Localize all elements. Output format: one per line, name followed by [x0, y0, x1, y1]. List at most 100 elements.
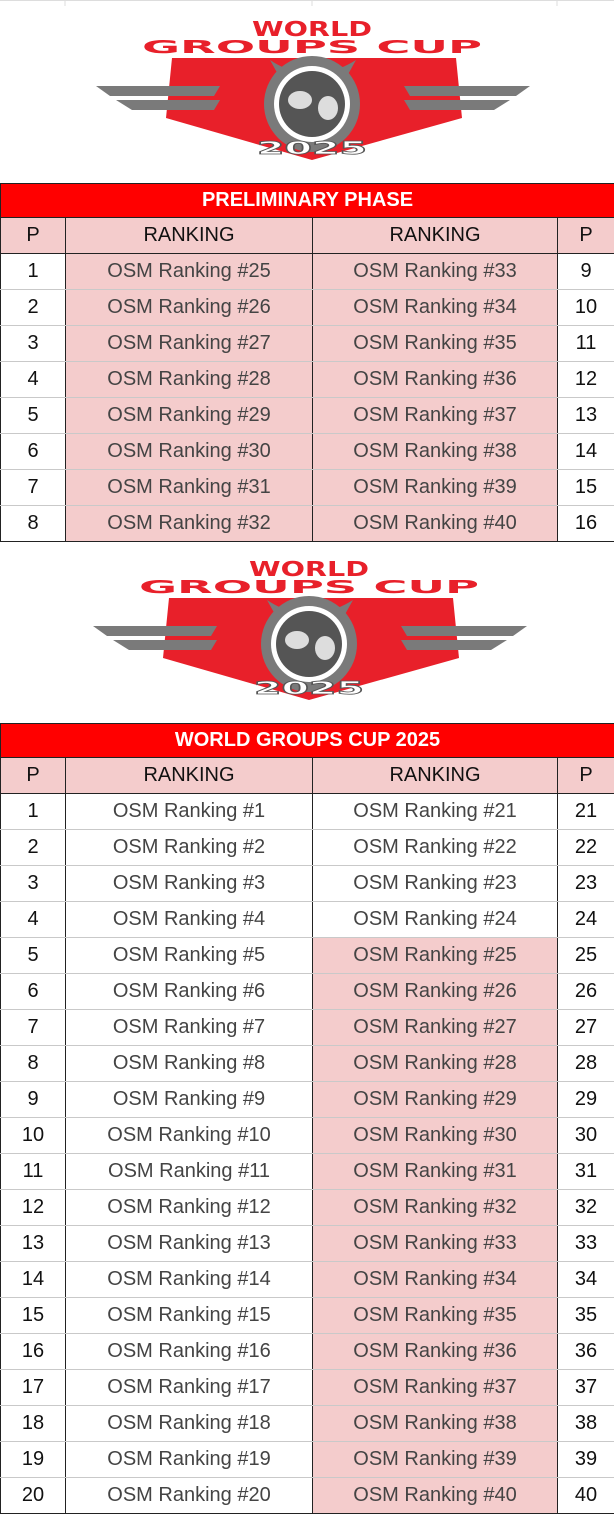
ranking-cell: OSM Ranking #25 — [312, 937, 558, 974]
position-cell: 3 — [0, 325, 66, 362]
position-cell: 32 — [557, 1189, 614, 1226]
position-cell: 16 — [556, 505, 614, 542]
table-row: 10 OSM Ranking #10 OSM Ranking #30 30 — [0, 1117, 614, 1154]
ranking-cell: OSM Ranking #16 — [65, 1333, 313, 1370]
position-cell: 26 — [557, 973, 614, 1010]
ranking-cell: OSM Ranking #34 — [312, 1261, 558, 1298]
table-title: PRELIMINARY PHASE — [0, 183, 614, 218]
ranking-cell: OSM Ranking #38 — [312, 1405, 558, 1442]
header-cell: RANKING — [65, 217, 313, 254]
position-cell: 29 — [557, 1081, 614, 1118]
ranking-cell: OSM Ranking #32 — [312, 1189, 558, 1226]
ranking-cell: OSM Ranking #3 — [65, 865, 313, 902]
ranking-cell: OSM Ranking #28 — [312, 1045, 558, 1082]
ranking-cell: OSM Ranking #26 — [65, 289, 313, 326]
table-row: 17 OSM Ranking #17 OSM Ranking #37 37 — [0, 1369, 614, 1406]
position-cell: 2 — [0, 829, 66, 866]
ranking-cell: OSM Ranking #18 — [65, 1405, 313, 1442]
position-cell: 23 — [557, 865, 614, 902]
ranking-cell: OSM Ranking #13 — [65, 1225, 313, 1262]
header-cell: RANKING — [65, 757, 313, 794]
ranking-cell: OSM Ranking #20 — [65, 1477, 313, 1514]
position-cell: 9 — [0, 1081, 66, 1118]
logo-top: WORLD — [249, 557, 369, 581]
ranking-cell: OSM Ranking #6 — [65, 973, 313, 1010]
position-cell: 7 — [0, 1009, 66, 1046]
position-cell: 4 — [0, 901, 66, 938]
logo-year: 2025 — [257, 138, 367, 159]
header-cell: RANKING — [312, 757, 558, 794]
position-cell: 14 — [0, 1261, 66, 1298]
header-cell: RANKING — [312, 217, 558, 254]
position-cell: 7 — [0, 469, 66, 506]
position-cell: 5 — [0, 937, 66, 974]
position-cell: 10 — [0, 1117, 66, 1154]
ranking-cell: OSM Ranking #30 — [65, 433, 313, 470]
ranking-cell: OSM Ranking #39 — [312, 469, 558, 506]
position-cell: 21 — [557, 793, 614, 830]
table-row: 12 OSM Ranking #12 OSM Ranking #32 32 — [0, 1189, 614, 1226]
position-cell: 6 — [0, 973, 66, 1010]
ranking-cell: OSM Ranking #21 — [312, 793, 558, 830]
position-cell: 40 — [557, 1477, 614, 1514]
position-cell: 4 — [0, 361, 66, 398]
ranking-cell: OSM Ranking #33 — [312, 1225, 558, 1262]
position-cell: 9 — [556, 253, 614, 290]
title-row: PRELIMINARY PHASE — [0, 183, 614, 218]
ranking-cell: OSM Ranking #17 — [65, 1369, 313, 1406]
position-cell: 13 — [0, 1225, 66, 1262]
logo: WORLD GROUPS CUP 2025 — [0, 0, 614, 160]
table-row: 15 OSM Ranking #15 OSM Ranking #35 35 — [0, 1297, 614, 1334]
ranking-cell: OSM Ranking #40 — [312, 505, 558, 542]
table-row: 3 OSM Ranking #3 OSM Ranking #23 23 — [0, 865, 614, 902]
header-cell: P — [557, 757, 614, 794]
table-container: WORLD GROUPS CUP 2025 P RANKING RANKING P 1 OS… — [0, 723, 614, 1514]
header-cell: P — [556, 217, 614, 254]
position-cell: 11 — [556, 325, 614, 362]
table-row: 2 OSM Ranking #2 OSM Ranking #22 22 — [0, 829, 614, 866]
ranking-cell: OSM Ranking #10 — [65, 1117, 313, 1154]
ranking-cell: OSM Ranking #35 — [312, 325, 558, 362]
position-cell: 31 — [557, 1153, 614, 1190]
ranking-cell: OSM Ranking #7 — [65, 1009, 313, 1046]
position-cell: 1 — [0, 793, 66, 830]
table-row: 1 OSM Ranking #25 OSM Ranking #33 9 — [0, 253, 614, 290]
table-row: 6 OSM Ranking #6 OSM Ranking #26 26 — [0, 973, 614, 1010]
table-row: 8 OSM Ranking #32 OSM Ranking #40 16 — [0, 505, 614, 542]
table-row: 18 OSM Ranking #18 OSM Ranking #38 38 — [0, 1405, 614, 1442]
ranking-cell: OSM Ranking #4 — [65, 901, 313, 938]
position-cell: 24 — [557, 901, 614, 938]
position-cell: 3 — [0, 865, 66, 902]
table-row: 16 OSM Ranking #16 OSM Ranking #36 36 — [0, 1333, 614, 1370]
ranking-cell: OSM Ranking #36 — [312, 361, 558, 398]
position-cell: 20 — [0, 1477, 66, 1514]
ranking-cell: OSM Ranking #22 — [312, 829, 558, 866]
ranking-cell: OSM Ranking #32 — [65, 505, 313, 542]
table-row: 20 OSM Ranking #20 OSM Ranking #40 40 — [0, 1477, 614, 1514]
table-row: 9 OSM Ranking #9 OSM Ranking #29 29 — [0, 1081, 614, 1118]
logo-middle: GROUPS CUP — [139, 577, 479, 598]
ranking-cell: OSM Ranking #29 — [312, 1081, 558, 1118]
position-cell: 8 — [0, 1045, 66, 1082]
ranking-cell: OSM Ranking #9 — [65, 1081, 313, 1118]
ranking-cell: OSM Ranking #19 — [65, 1441, 313, 1478]
ranking-cell: OSM Ranking #15 — [65, 1297, 313, 1334]
header-row: P RANKING RANKING P — [0, 217, 614, 254]
position-cell: 34 — [557, 1261, 614, 1298]
position-cell: 37 — [557, 1369, 614, 1406]
table-row: 19 OSM Ranking #19 OSM Ranking #39 39 — [0, 1441, 614, 1478]
ranking-cell: OSM Ranking #1 — [65, 793, 313, 830]
position-cell: 1 — [0, 253, 66, 290]
ranking-cell: OSM Ranking #27 — [312, 1009, 558, 1046]
position-cell: 30 — [557, 1117, 614, 1154]
ranking-cell: OSM Ranking #33 — [312, 253, 558, 290]
table-row: 5 OSM Ranking #29 OSM Ranking #37 13 — [0, 397, 614, 434]
header-cell: P — [0, 757, 66, 794]
ranking-cell: OSM Ranking #40 — [312, 1477, 558, 1514]
position-cell: 5 — [0, 397, 66, 434]
ranking-cell: OSM Ranking #30 — [312, 1117, 558, 1154]
ranking-cell: OSM Ranking #38 — [312, 433, 558, 470]
position-cell: 18 — [0, 1405, 66, 1442]
table-row: 7 OSM Ranking #7 OSM Ranking #27 27 — [0, 1009, 614, 1046]
